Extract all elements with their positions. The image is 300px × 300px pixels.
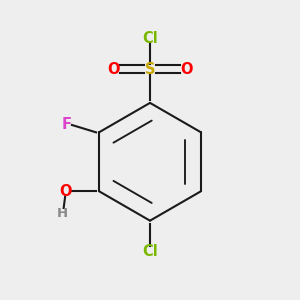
Text: O: O — [59, 184, 71, 199]
Text: Cl: Cl — [142, 244, 158, 259]
Text: H: H — [57, 207, 68, 220]
Text: S: S — [145, 61, 155, 76]
Text: Cl: Cl — [142, 31, 158, 46]
Text: F: F — [61, 118, 72, 133]
Text: O: O — [107, 61, 119, 76]
Text: O: O — [181, 61, 193, 76]
